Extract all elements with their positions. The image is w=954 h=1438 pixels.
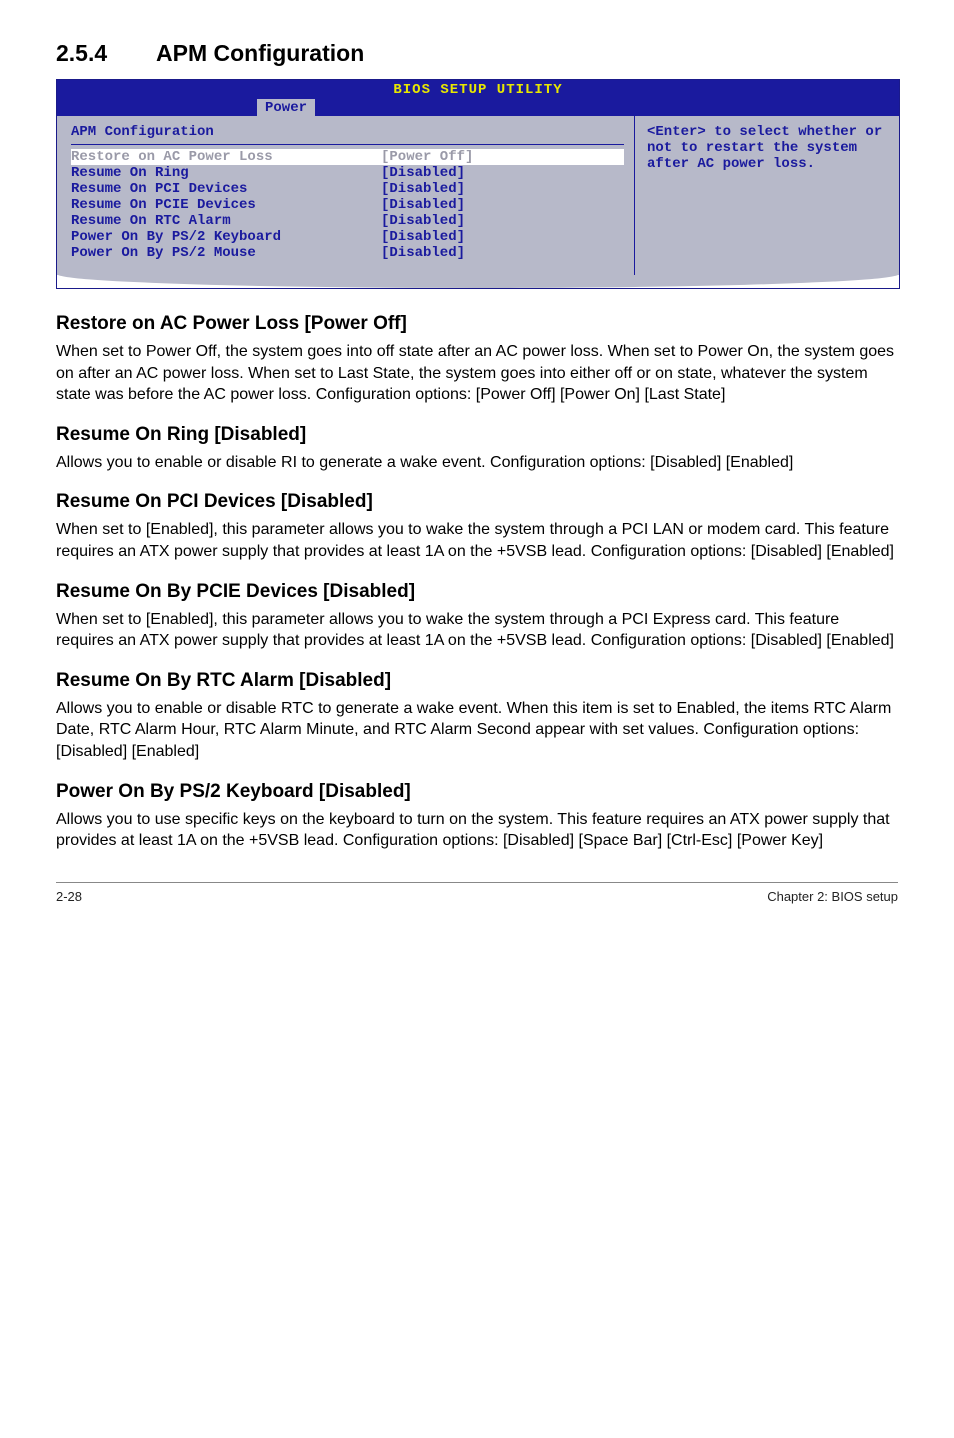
bios-row[interactable]: Power On By PS/2 Keyboard [Disabled] — [71, 229, 624, 245]
body-text: Allows you to enable or disable RI to ge… — [56, 452, 898, 474]
subheading: Restore on AC Power Loss [Power Off] — [56, 313, 898, 335]
bios-row-value: [Disabled] — [381, 181, 465, 197]
bios-row[interactable]: Power On By PS/2 Mouse [Disabled] — [71, 245, 624, 261]
bios-row-label: Resume On RTC Alarm — [71, 213, 381, 229]
subheading: Power On By PS/2 Keyboard [Disabled] — [56, 781, 898, 803]
bios-row[interactable]: Resume On Ring [Disabled] — [71, 165, 624, 181]
bios-left-title: APM Configuration — [71, 124, 624, 140]
bios-header: BIOS SETUP UTILITY Power — [57, 80, 899, 116]
bios-body: APM Configuration Restore on AC Power Lo… — [57, 116, 899, 275]
bios-row-label: Resume On Ring — [71, 165, 381, 181]
bios-row-value: [Disabled] — [381, 245, 465, 261]
subheading: Resume On Ring [Disabled] — [56, 424, 898, 446]
bios-row-label: Power On By PS/2 Keyboard — [71, 229, 381, 245]
bios-help-text: <Enter> to select whether or not to rest… — [647, 124, 887, 172]
footer: 2-28 Chapter 2: BIOS setup — [56, 882, 898, 904]
subheading: Resume On By PCIE Devices [Disabled] — [56, 581, 898, 603]
bios-title: BIOS SETUP UTILITY — [57, 82, 899, 98]
bios-panel: BIOS SETUP UTILITY Power APM Configurati… — [56, 79, 900, 289]
subheading: Resume On PCI Devices [Disabled] — [56, 491, 898, 513]
bios-row-label: Resume On PCIE Devices — [71, 197, 381, 213]
body-text: When set to Power Off, the system goes i… — [56, 341, 898, 406]
bios-row[interactable]: Resume On PCIE Devices [Disabled] — [71, 197, 624, 213]
section-heading: 2.5.4 APM Configuration — [56, 40, 898, 67]
bios-right-pane: <Enter> to select whether or not to rest… — [634, 116, 899, 275]
bios-row-selected[interactable]: Restore on AC Power Loss [Power Off] — [71, 149, 624, 165]
subheading: Resume On By RTC Alarm [Disabled] — [56, 670, 898, 692]
bios-row[interactable]: Resume On PCI Devices [Disabled] — [71, 181, 624, 197]
bios-row-value: [Disabled] — [381, 197, 465, 213]
footer-left: 2-28 — [56, 889, 82, 904]
bios-row-label: Power On By PS/2 Mouse — [71, 245, 381, 261]
footer-right: Chapter 2: BIOS setup — [767, 889, 898, 904]
page: 2.5.4 APM Configuration BIOS SETUP UTILI… — [0, 0, 954, 934]
bios-tab-row: Power — [57, 98, 899, 116]
bios-tab-power[interactable]: Power — [257, 99, 315, 116]
bios-row[interactable]: Resume On RTC Alarm [Disabled] — [71, 213, 624, 229]
bios-row-value: [Disabled] — [381, 213, 465, 229]
bios-row-value: [Disabled] — [381, 165, 465, 181]
bios-divider — [71, 144, 624, 145]
section-number: 2.5.4 — [56, 40, 156, 67]
body-text: Allows you to use specific keys on the k… — [56, 809, 898, 852]
bios-row-value: [Disabled] — [381, 229, 465, 245]
bios-row-label: Resume On PCI Devices — [71, 181, 381, 197]
section-title: APM Configuration — [156, 40, 364, 67]
bios-curve-bottom — [57, 274, 899, 288]
bios-row-value: [Power Off] — [381, 149, 473, 165]
bios-row-label: Restore on AC Power Loss — [71, 149, 381, 165]
bios-left-pane: APM Configuration Restore on AC Power Lo… — [57, 116, 634, 275]
body-text: When set to [Enabled], this parameter al… — [56, 609, 898, 652]
body-text: Allows you to enable or disable RTC to g… — [56, 698, 898, 763]
body-text: When set to [Enabled], this parameter al… — [56, 519, 898, 562]
